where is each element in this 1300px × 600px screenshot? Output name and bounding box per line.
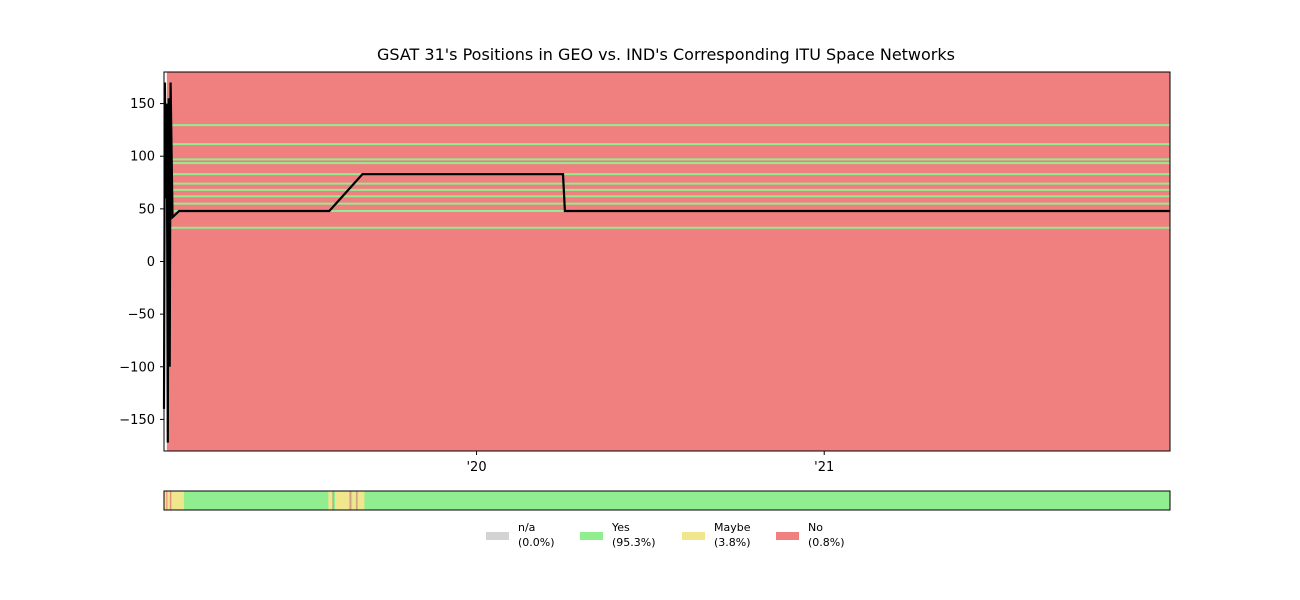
- legend-label: No: [808, 521, 823, 534]
- position-series-line: [162, 82, 1170, 443]
- y-tick-label: 50: [138, 202, 155, 217]
- y-tick-label: 150: [130, 97, 155, 112]
- y-tick-label: −150: [119, 413, 155, 428]
- plot-area: 150 100 50 0 −50 −100 −150 '20 '21: [119, 71, 1171, 475]
- legend-percent: (95.3%): [612, 536, 656, 549]
- status-strip: [163, 490, 1171, 511]
- y-tick-label: 0: [147, 255, 155, 270]
- legend-percent: (3.8%): [714, 536, 751, 549]
- status-segment-2: [328, 491, 333, 510]
- status-strip-base: [164, 491, 1170, 510]
- status-strip-frame: [163, 490, 1171, 511]
- legend: n/a (0.0%) Yes (95.3%) Maybe (3.8%) No (0.8%): [486, 521, 845, 549]
- legend-swatch: [682, 532, 705, 540]
- legend-entry-maybe: Maybe (3.8%): [682, 521, 751, 549]
- y-tick-label: −100: [119, 360, 155, 375]
- legend-percent: (0.8%): [808, 536, 845, 549]
- y-tick-label: −50: [128, 308, 155, 323]
- status-segment-1: [171, 491, 184, 510]
- legend-entry-na: n/a (0.0%): [486, 521, 555, 549]
- legend-label: Yes: [611, 521, 630, 534]
- status-segment-3: [334, 491, 350, 510]
- legend-entry-no: No (0.8%): [776, 521, 845, 549]
- legend-swatch: [580, 532, 603, 540]
- status-segment-4: [352, 491, 356, 510]
- y-tick-label: 100: [130, 150, 155, 165]
- legend-swatch: [776, 532, 799, 540]
- chart-title: GSAT 31's Positions in GEO vs. IND's Cor…: [377, 45, 955, 64]
- x-tick-label: '21: [814, 460, 834, 475]
- status-segment-5: [357, 491, 365, 510]
- legend-swatch: [486, 532, 509, 540]
- legend-label: n/a: [518, 521, 535, 534]
- background-band: [166, 72, 1170, 451]
- legend-label: Maybe: [714, 521, 751, 534]
- legend-entry-yes: Yes (95.3%): [580, 521, 656, 549]
- legend-percent: (0.0%): [518, 536, 555, 549]
- x-tick-label: '20: [466, 460, 486, 475]
